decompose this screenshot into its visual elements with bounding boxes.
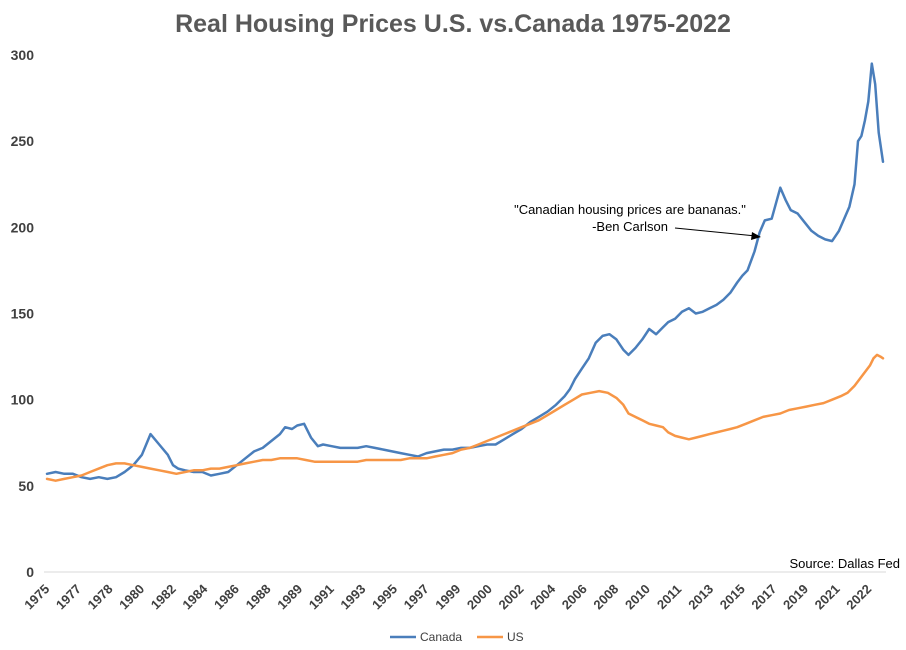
x-tick-label: 1993 (337, 581, 368, 612)
x-tick-label: 2021 (812, 581, 843, 612)
annotation: "Canadian housing prices are bananas." -… (514, 202, 761, 240)
x-tick-label: 1991 (306, 581, 337, 612)
source-note: Source: Dallas Fed (789, 556, 900, 571)
annotation-arrow-head (751, 232, 761, 240)
x-tick-label: 2006 (559, 581, 590, 612)
y-tick-label: 150 (11, 306, 35, 322)
x-tick-label: 2022 (843, 581, 874, 612)
y-tick-label: 100 (11, 392, 35, 408)
x-tick-label: 1999 (432, 581, 463, 612)
x-tick-label: 2011 (654, 582, 685, 613)
x-tick-label: 1997 (401, 581, 432, 612)
annotation-author: -Ben Carlson (592, 219, 668, 234)
x-tick-label: 1986 (211, 581, 242, 612)
annotation-arrow-line (674, 227, 757, 237)
y-tick-label: 250 (11, 133, 35, 149)
x-tick-label: 2010 (622, 581, 653, 612)
y-tick-label: 300 (11, 47, 35, 63)
y-tick-label: 0 (26, 564, 34, 580)
x-tick-label: 2017 (748, 581, 779, 612)
series-line-us (45, 353, 885, 482)
legend: Canada US (390, 630, 524, 644)
x-tick-label: 1995 (369, 581, 400, 612)
series-layer (45, 62, 885, 482)
y-tick-label: 200 (11, 219, 35, 235)
x-tick-label: 2019 (780, 581, 811, 612)
x-tick-label: 1982 (148, 581, 179, 612)
x-tick-label: 2004 (527, 581, 559, 613)
x-tick-label: 1978 (85, 581, 116, 612)
x-tick-label: 2008 (590, 581, 621, 612)
annotation-quote: "Canadian housing prices are bananas." (514, 202, 746, 217)
y-axis: 0 50 100 150 200 250 300 (11, 47, 35, 580)
legend-label-canada: Canada (420, 630, 462, 644)
x-tick-label: 1988 (243, 581, 274, 612)
x-axis: 1975 1977 1978 1980 1982 1984 1986 1988 1989 1991… (21, 581, 874, 613)
x-tick-label: 2002 (496, 581, 527, 612)
x-tick-label: 1980 (116, 581, 147, 612)
x-tick-label: 1989 (274, 581, 305, 612)
x-tick-label: 1975 (21, 581, 52, 612)
series-line-canada (45, 62, 885, 481)
x-tick-label: 2000 (464, 581, 495, 612)
x-tick-label: 1977 (53, 581, 84, 612)
x-tick-label: 1984 (179, 581, 211, 613)
x-tick-label: 2015 (717, 581, 748, 612)
legend-label-us: US (507, 630, 524, 644)
y-tick-label: 50 (18, 478, 34, 494)
chart-title: Real Housing Prices U.S. vs.Canada 1975-… (175, 10, 731, 38)
x-tick-label: 2013 (685, 581, 716, 612)
